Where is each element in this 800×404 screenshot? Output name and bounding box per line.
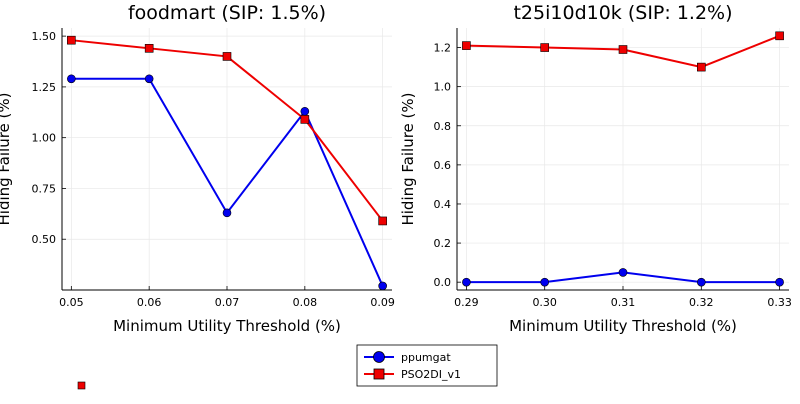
x-tick-label: 0.09	[370, 296, 395, 309]
data-point	[462, 277, 471, 287]
x-tick-labels: 0.29 0.30 0.31 0.32 0.33	[454, 296, 792, 309]
x-axis-label: Minimum Utility Threshold (%)	[509, 317, 737, 335]
data-point	[144, 44, 154, 53]
data-point	[618, 45, 628, 54]
x-tick-label: 0.33	[767, 296, 792, 309]
x-tick-label: 0.06	[137, 296, 162, 309]
data-point	[378, 281, 387, 291]
data-point	[67, 74, 76, 84]
legend-marker-pso2di-v1	[373, 368, 385, 380]
y-tick-labels: 0.50 0.75 1.00 1.25 1.50	[32, 30, 57, 246]
legend-entry-ppumgat: ppumgat	[364, 351, 451, 364]
x-tick-label: 0.31	[611, 296, 636, 309]
data-point	[540, 277, 549, 287]
y-tick-label: 1.00	[32, 132, 57, 145]
y-tick-label: 0.6	[434, 159, 452, 172]
y-tick-labels: 0.0 0.2 0.4 0.6 0.8 1.0 1.2	[434, 42, 452, 290]
legend-marker-ppumgat	[373, 351, 385, 363]
chart-panel-foodmart: 0.05 0.06 0.07 0.08 0.09 0.50 0.75 1.00 1.25 1.5…	[0, 2, 395, 335]
axes-frame	[61, 28, 392, 291]
data-point	[300, 106, 310, 116]
x-tick-label: 0.08	[293, 296, 318, 309]
legend-label-pso2di-v1: PSO2DI_v1	[401, 368, 461, 381]
series-group	[462, 31, 784, 287]
data-point	[618, 268, 628, 277]
y-tick-label: 0.2	[434, 237, 452, 250]
data-point	[775, 277, 784, 287]
data-point	[378, 216, 387, 226]
x-tick-label: 0.05	[59, 296, 84, 309]
x-tick-label: 0.29	[454, 296, 479, 309]
y-axis-label: Hiding Failure (%)	[0, 92, 13, 225]
data-point	[144, 74, 154, 84]
y-tick-label: 0.4	[434, 198, 452, 211]
data-point	[540, 43, 549, 52]
legend-entry-pso2di-v1: PSO2DI_v1	[364, 368, 461, 381]
y-tick-label: 0.50	[32, 233, 57, 246]
grid-lines	[62, 28, 392, 290]
x-tick-labels: 0.05 0.06 0.07 0.08 0.09	[59, 296, 395, 309]
series-group	[67, 35, 387, 291]
x-axis-label: Minimum Utility Threshold (%)	[113, 317, 341, 335]
axes-frame	[456, 28, 789, 291]
data-point	[300, 115, 310, 124]
y-tick-label: 1.25	[32, 81, 57, 94]
legend: ppumgat PSO2DI_v1	[356, 344, 498, 387]
data-point	[697, 277, 706, 287]
legend-label-ppumgat: ppumgat	[401, 351, 451, 364]
chart-title: foodmart (SIP: 1.5%)	[128, 2, 326, 24]
stray-marker	[77, 381, 86, 390]
y-tick-label: 0.8	[434, 120, 452, 133]
data-point	[222, 208, 232, 218]
data-point	[697, 62, 706, 72]
x-tick-label: 0.30	[532, 296, 557, 309]
chart-panel-t25i10d10k: 0.29 0.30 0.31 0.32 0.33 0.0 0.2 0.4 0.6 0.8 1.0 1…	[399, 2, 792, 335]
data-point	[222, 52, 232, 61]
y-tick-label: 0.0	[434, 276, 452, 289]
y-tick-label: 1.50	[32, 30, 57, 43]
data-point	[67, 35, 76, 45]
y-tick-label: 1.2	[434, 42, 452, 55]
data-point	[462, 41, 471, 50]
y-tick-label: 0.75	[32, 182, 57, 195]
y-tick-label: 1.0	[434, 81, 452, 94]
x-tick-label: 0.32	[689, 296, 714, 309]
chart-title: t25i10d10k (SIP: 1.2%)	[513, 2, 732, 24]
y-axis-label: Hiding Failure (%)	[399, 92, 417, 225]
grid-lines	[457, 28, 789, 290]
x-tick-label: 0.07	[215, 296, 240, 309]
data-point	[775, 31, 784, 41]
